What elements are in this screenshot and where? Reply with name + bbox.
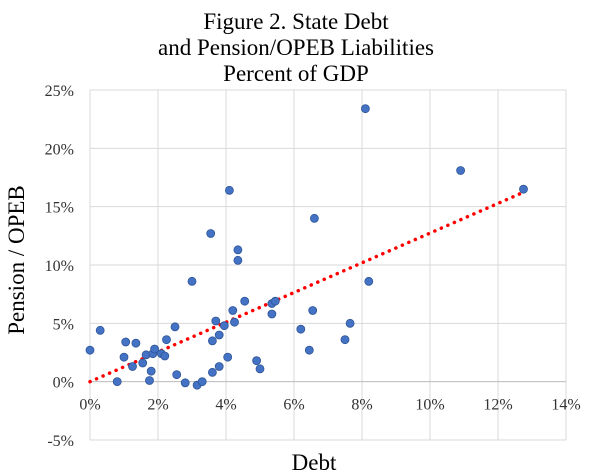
data-point <box>146 366 156 376</box>
y-tick-label: 10% <box>45 258 74 275</box>
data-point <box>233 255 243 265</box>
data-point <box>519 184 528 194</box>
chart-title-line-1: Figure 2. State Debt <box>203 9 389 34</box>
y-axis-title: Pension / OPEB <box>4 185 29 335</box>
data-point <box>360 104 370 114</box>
data-point <box>340 335 350 345</box>
data-point <box>364 276 374 286</box>
data-point <box>112 377 122 387</box>
data-point <box>214 330 224 340</box>
data-point <box>267 309 277 319</box>
data-point <box>128 362 137 371</box>
data-point <box>162 335 171 345</box>
x-tick-label: 10% <box>415 397 444 414</box>
data-point <box>211 316 221 326</box>
y-tick-label: 15% <box>45 200 74 217</box>
data-point <box>270 296 280 306</box>
y-tick-label: 25% <box>45 83 74 100</box>
data-point <box>304 345 314 355</box>
data-point <box>345 318 355 328</box>
data-point <box>138 358 148 368</box>
data-point <box>131 338 141 348</box>
y-tick-label: -5% <box>47 433 74 450</box>
x-tick-label: 2% <box>147 397 168 414</box>
y-tick-label: 5% <box>53 316 74 333</box>
data-point <box>150 344 160 354</box>
data-point <box>197 377 207 387</box>
x-axis-title: Debt <box>292 450 337 472</box>
x-tick-label: 0% <box>79 397 100 414</box>
data-point <box>228 306 238 315</box>
data-point <box>121 337 131 347</box>
x-tick-label: 6% <box>283 397 304 414</box>
data-point <box>187 276 197 286</box>
data-point <box>160 351 170 361</box>
data-point <box>230 317 239 327</box>
data-point <box>223 352 233 362</box>
data-point <box>214 362 224 371</box>
data-point <box>145 376 154 385</box>
data-point <box>308 306 318 315</box>
data-point <box>119 352 129 362</box>
data-point <box>180 378 190 388</box>
data-point <box>170 322 180 332</box>
data-point <box>85 345 95 355</box>
data-point <box>172 370 182 380</box>
tick-labels: 0% 2% 4% 6% 8% 10% 12% 14% -5% 0% 5% 10% 15% 20% 25% <box>45 83 581 450</box>
data-point <box>206 229 216 238</box>
data-points <box>85 104 528 390</box>
data-point <box>296 324 306 334</box>
y-tick-label: 20% <box>45 141 74 158</box>
x-tick-label: 12% <box>483 397 512 414</box>
data-point <box>224 185 234 195</box>
data-point <box>255 364 265 374</box>
y-tick-label: 0% <box>53 375 74 392</box>
x-tick-label: 4% <box>215 397 236 414</box>
data-point <box>95 325 105 335</box>
data-point <box>309 213 319 223</box>
data-point <box>240 296 250 306</box>
x-tick-label: 14% <box>551 397 580 414</box>
data-point <box>207 336 217 346</box>
data-point <box>207 367 217 377</box>
x-tick-label: 8% <box>351 397 372 414</box>
chart-title-line-3: Percent of GDP <box>223 61 369 86</box>
data-point <box>252 356 262 366</box>
data-point <box>233 245 243 255</box>
chart-title-line-2: and Pension/OPEB Liabilities <box>158 35 434 60</box>
data-point <box>456 166 466 175</box>
data-point <box>219 321 229 331</box>
